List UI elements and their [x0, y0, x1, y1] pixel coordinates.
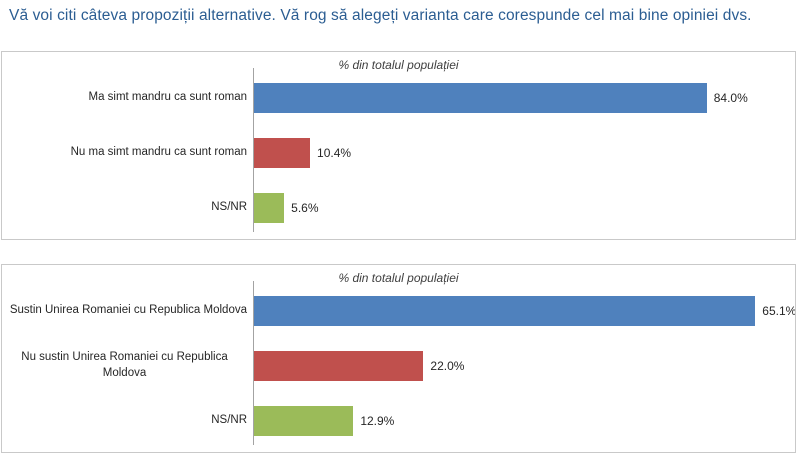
bar-segment: [254, 295, 756, 326]
chart-2-rows: Sustin Unirea Romaniei cu Republica Mold…: [2, 283, 796, 448]
value-label: 10.4%: [317, 145, 352, 160]
bar-segment: [254, 350, 424, 381]
category-label-cell: Sustin Unirea Romaniei cu Republica Mold…: [2, 303, 254, 319]
category-label-cell: NS/NR: [2, 413, 254, 429]
category-label: Ma simt mandru ca sunt roman: [88, 90, 247, 103]
category-label-cell: Nu ma simt mandru ca sunt roman: [2, 145, 254, 161]
chart-1-axis-line: [253, 68, 254, 232]
bar-track: 65.1%: [254, 283, 796, 338]
page-title: Vă voi citi câteva propoziții alternativ…: [9, 7, 752, 24]
chart-panel-2: % din totalul populației Sustin Unirea R…: [1, 264, 796, 453]
category-label: NS/NR: [211, 200, 247, 213]
value-label: 5.6%: [291, 200, 319, 215]
bar-track: 22.0%: [254, 338, 793, 393]
category-label-cell: Nu sustin Unirea Romaniei cu Republica M…: [2, 350, 254, 381]
bar-row: Sustin Unirea Romaniei cu Republica Mold…: [2, 283, 796, 338]
bar-track: 12.9%: [254, 393, 793, 448]
value-label: 65.1%: [762, 303, 796, 318]
category-label-cell: Ma simt mandru ca sunt roman: [2, 90, 254, 106]
bar-segment: [254, 137, 311, 168]
chart-2-axis-line: [253, 281, 254, 445]
bar-segment: [254, 82, 707, 113]
category-label-cell: NS/NR: [2, 200, 254, 216]
bar-segment: [254, 192, 285, 223]
bar-segment: [254, 405, 354, 436]
bar-row: Nu sustin Unirea Romaniei cu Republica M…: [2, 338, 793, 393]
bar-track: 5.6%: [254, 180, 793, 235]
bar-row: Nu ma simt mandru ca sunt roman 10.4%: [2, 125, 793, 180]
category-label: Nu sustin Unirea Romaniei cu Republica M…: [21, 350, 228, 379]
bar-row: NS/NR 12.9%: [2, 393, 793, 448]
category-label: NS/NR: [211, 413, 247, 426]
category-label: Sustin Unirea Romaniei cu Republica Mold…: [9, 303, 247, 316]
value-label: 12.9%: [360, 413, 395, 428]
chart-1-title: % din totalul populației: [338, 58, 459, 72]
value-label: 84.0%: [713, 90, 748, 105]
category-label: Nu ma simt mandru ca sunt roman: [70, 145, 247, 158]
chart-panel-1: % din totalul populației Ma simt mandru …: [1, 51, 796, 240]
bar-row: Ma simt mandru ca sunt roman 84.0%: [2, 70, 793, 125]
chart-2-title: % din totalul populației: [338, 271, 459, 285]
bar-track: 84.0%: [254, 70, 793, 125]
bar-row: NS/NR 5.6%: [2, 180, 793, 235]
value-label: 22.0%: [430, 358, 465, 373]
chart-1-rows: Ma simt mandru ca sunt roman 84.0% Nu ma…: [2, 70, 793, 235]
bar-track: 10.4%: [254, 125, 793, 180]
